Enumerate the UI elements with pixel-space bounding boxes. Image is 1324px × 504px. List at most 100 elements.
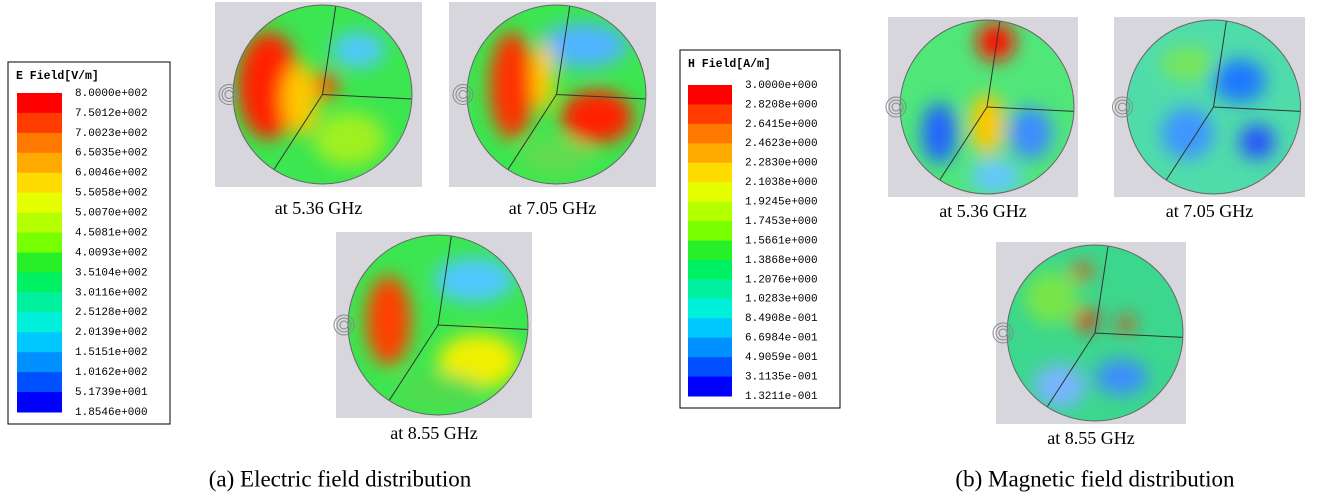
- legend-label: 1.0162e+002: [75, 367, 148, 379]
- field-blob: [1239, 124, 1275, 160]
- field-blob: [1213, 59, 1266, 103]
- port-symbol: [333, 314, 355, 336]
- field-map: [467, 5, 646, 184]
- color-swatch: [688, 201, 732, 222]
- legend-label: 5.1739e+001: [75, 387, 148, 399]
- field-blob: [438, 334, 519, 388]
- color-swatch: [688, 318, 732, 339]
- field-map: [348, 235, 528, 415]
- legend-label: 7.5012e+002: [75, 108, 148, 120]
- sector-line: [504, 94, 557, 175]
- field-blob: [976, 22, 1015, 61]
- sector-line: [556, 5, 572, 95]
- sector-line: [322, 94, 412, 100]
- image-caption: at 8.55 GHz: [1047, 428, 1134, 448]
- legend-label: 4.9059e-001: [745, 352, 818, 364]
- sector-line: [1162, 106, 1214, 185]
- field-blob: [1117, 317, 1135, 332]
- legend-label: 4.5081e+002: [75, 227, 148, 239]
- legend-title: H Field[A/m]: [688, 58, 771, 71]
- color-swatch: [17, 132, 62, 154]
- legend-label: 1.5661e+000: [745, 235, 818, 247]
- legend-label: 7.0023e+002: [75, 128, 148, 140]
- image-caption: at 8.55 GHz: [390, 423, 477, 443]
- port-symbol: [995, 325, 1011, 341]
- field-blobs: [489, 22, 633, 176]
- field-map: [900, 20, 1074, 194]
- field-blob: [969, 93, 1005, 155]
- legend-label: 2.8208e+000: [745, 99, 818, 111]
- legend-label: 8.0000e+002: [75, 88, 148, 100]
- color-swatch: [688, 182, 732, 203]
- color-swatch: [688, 298, 732, 319]
- legend-label: 4.0093e+002: [75, 247, 148, 259]
- color-swatch: [17, 252, 62, 273]
- legend-label: 1.9245e+000: [745, 197, 818, 209]
- legend-label: 1.0283e+000: [745, 294, 818, 306]
- legend-label: 3.0000e+000: [745, 80, 818, 92]
- field-map: [1007, 245, 1183, 421]
- field-blob: [489, 31, 535, 140]
- color-swatch: [688, 85, 732, 105]
- port-symbol: [998, 328, 1008, 338]
- legend-label: 2.1038e+000: [745, 177, 818, 189]
- legend-label: 1.2076e+000: [745, 274, 818, 286]
- field-blob: [560, 90, 633, 144]
- field-blobs: [237, 31, 386, 167]
- sector-line: [556, 94, 646, 100]
- legend-label: 2.2830e+000: [745, 158, 818, 170]
- color-swatch: [688, 143, 732, 164]
- image-caption: at 7.05 GHz: [509, 198, 596, 218]
- legend-label: 1.5151e+002: [75, 347, 148, 359]
- panel-caption: (a) Electric field distribution: [209, 466, 472, 491]
- port-symbol: [1112, 96, 1133, 118]
- color-swatch: [688, 357, 732, 378]
- legend-label: 1.8546e+000: [75, 407, 148, 419]
- field-blob: [1161, 46, 1214, 81]
- color-swatch: [17, 192, 62, 214]
- color-swatch: [688, 240, 732, 261]
- legend-label: 1.7453e+000: [745, 216, 818, 228]
- field-blob: [921, 102, 957, 164]
- color-swatch: [17, 112, 62, 134]
- field-blob: [538, 22, 629, 68]
- port-symbol: [452, 84, 474, 105]
- field-blob: [393, 374, 483, 411]
- legend-label: 1.3211e-001: [745, 391, 818, 403]
- legend-label: 2.6415e+000: [745, 119, 818, 131]
- color-swatch: [688, 162, 732, 183]
- field-blob: [1071, 264, 1093, 279]
- color-swatch: [688, 259, 732, 280]
- field-map: [1126, 20, 1301, 194]
- color-swatch: [17, 352, 62, 373]
- panel-caption: (b) Magnetic field distribution: [955, 466, 1235, 491]
- color-swatch: [688, 104, 732, 125]
- legend-label: 2.5128e+002: [75, 307, 148, 319]
- port-symbol: [888, 99, 904, 115]
- field-blob: [1095, 359, 1148, 395]
- sector-line: [1094, 332, 1183, 339]
- color-swatch: [17, 372, 62, 393]
- sector-line: [385, 324, 439, 406]
- field-blob: [316, 72, 338, 99]
- field-blob: [520, 139, 593, 176]
- field-blobs: [366, 257, 519, 411]
- port-symbol: [218, 84, 240, 105]
- sector-line: [270, 94, 323, 175]
- color-swatch: [17, 93, 62, 114]
- field-blobs: [1024, 264, 1148, 408]
- legend-label: 8.4908e-001: [745, 313, 818, 325]
- color-swatch: [17, 232, 62, 253]
- image-caption: at 5.36 GHz: [275, 198, 362, 218]
- field-blob: [433, 257, 515, 303]
- legend-label: 5.0070e+002: [75, 208, 148, 220]
- port-symbol: [1118, 102, 1127, 112]
- field-blob: [1008, 107, 1053, 160]
- sector-line: [1213, 106, 1301, 113]
- field-blob: [1075, 309, 1097, 331]
- legend-label: 3.0116e+002: [75, 287, 148, 299]
- color-swatch: [17, 272, 62, 293]
- field-blob: [1024, 271, 1078, 325]
